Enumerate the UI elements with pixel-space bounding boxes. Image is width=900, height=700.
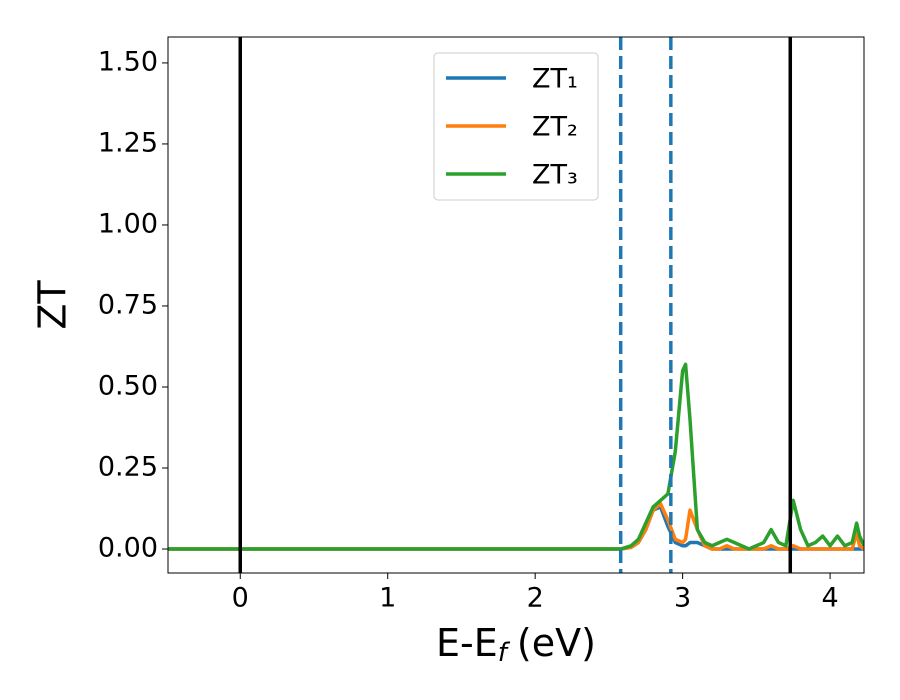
y-tick-label: 0.25 bbox=[98, 452, 158, 483]
x-tick-label: 4 bbox=[821, 583, 838, 614]
x-tick-label: 0 bbox=[232, 583, 249, 614]
x-axis-label: E-Ef (eV) bbox=[436, 621, 596, 668]
y-tick-label: 1.00 bbox=[98, 208, 158, 239]
x-label-rest: (eV) bbox=[517, 621, 596, 665]
y-tick-label: 0.75 bbox=[98, 289, 158, 320]
plot-frame bbox=[167, 36, 865, 574]
x-tick-label: 1 bbox=[379, 583, 396, 614]
legend-label: ZT₁ bbox=[532, 64, 578, 95]
x-label-sub: f bbox=[498, 638, 511, 668]
y-tick-label: 1.25 bbox=[98, 127, 158, 158]
y-tick-label: 0.00 bbox=[98, 533, 158, 564]
x-tick-label: 2 bbox=[527, 583, 544, 614]
y-axis-label: ZT bbox=[31, 280, 75, 330]
y-tick-label: 0.50 bbox=[98, 370, 158, 401]
legend-label: ZT₃ bbox=[532, 160, 578, 191]
x-tick-label: 3 bbox=[674, 583, 691, 614]
x-label-base: E-E bbox=[436, 621, 498, 665]
series-line bbox=[168, 362, 864, 551]
legend-label: ZT₂ bbox=[532, 112, 578, 143]
legend-box bbox=[433, 52, 599, 201]
y-tick-label: 1.50 bbox=[98, 46, 158, 77]
series-line bbox=[168, 501, 864, 551]
